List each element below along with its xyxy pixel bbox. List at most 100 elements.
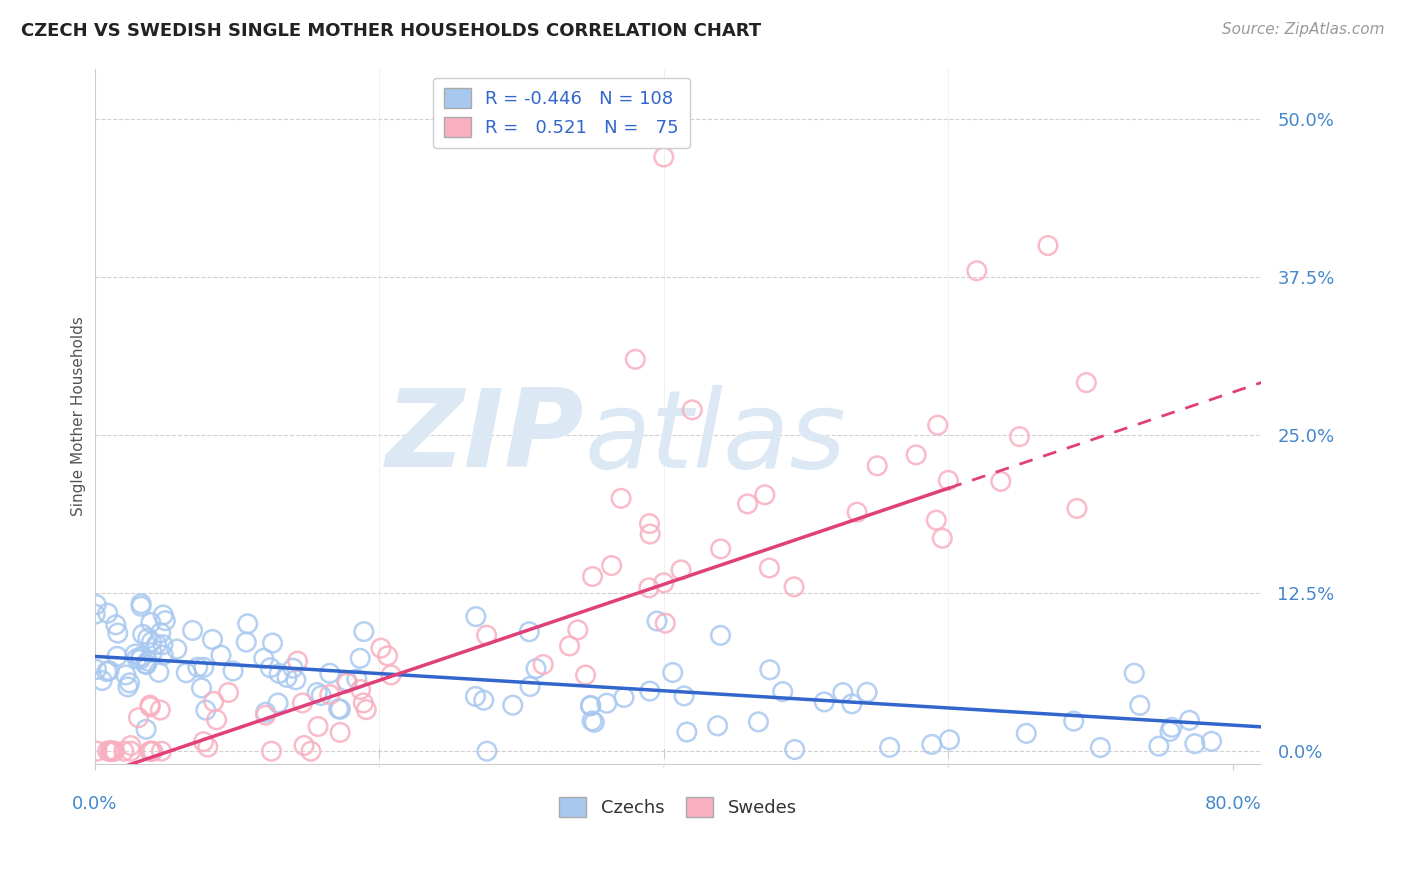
Point bbox=[292, 739, 315, 753]
Point bbox=[193, 660, 215, 674]
Point bbox=[187, 660, 209, 674]
Point bbox=[86, 598, 108, 612]
Point bbox=[613, 690, 636, 705]
Point bbox=[105, 649, 128, 664]
Point bbox=[139, 744, 162, 758]
Point bbox=[149, 703, 172, 717]
Point bbox=[101, 744, 124, 758]
Point bbox=[136, 654, 159, 668]
Point bbox=[353, 624, 375, 639]
Point bbox=[336, 676, 359, 690]
Point bbox=[202, 694, 225, 708]
Point bbox=[673, 689, 696, 703]
Point bbox=[349, 651, 371, 665]
Point bbox=[1015, 726, 1038, 740]
Point bbox=[737, 497, 759, 511]
Point bbox=[931, 531, 953, 545]
Point bbox=[120, 744, 142, 758]
Point bbox=[112, 744, 135, 758]
Point bbox=[148, 665, 170, 680]
Point bbox=[524, 662, 547, 676]
Point bbox=[139, 615, 162, 630]
Point bbox=[260, 744, 283, 758]
Point bbox=[1090, 740, 1112, 755]
Point bbox=[1160, 720, 1182, 734]
Point bbox=[575, 668, 598, 682]
Point bbox=[927, 418, 949, 433]
Point bbox=[254, 706, 277, 720]
Point bbox=[669, 563, 692, 577]
Point bbox=[307, 685, 329, 699]
Point bbox=[236, 616, 259, 631]
Text: CZECH VS SWEDISH SINGLE MOTHER HOUSEHOLDS CORRELATION CHART: CZECH VS SWEDISH SINGLE MOTHER HOUSEHOLD… bbox=[21, 22, 761, 40]
Point bbox=[502, 698, 524, 713]
Point bbox=[129, 599, 152, 614]
Point bbox=[100, 744, 122, 758]
Point bbox=[1129, 698, 1152, 713]
Point bbox=[531, 657, 554, 672]
Point bbox=[681, 402, 703, 417]
Point bbox=[831, 685, 853, 699]
Point bbox=[349, 682, 371, 697]
Point bbox=[166, 642, 188, 657]
Point bbox=[581, 714, 603, 728]
Point bbox=[517, 624, 540, 639]
Point bbox=[276, 670, 298, 684]
Point bbox=[141, 634, 163, 648]
Point bbox=[879, 740, 901, 755]
Point bbox=[103, 744, 125, 758]
Point bbox=[86, 662, 108, 676]
Point bbox=[127, 711, 149, 725]
Point bbox=[152, 648, 174, 662]
Point bbox=[253, 651, 276, 665]
Point bbox=[1066, 501, 1088, 516]
Point bbox=[596, 696, 619, 710]
Point bbox=[652, 150, 675, 164]
Point bbox=[118, 676, 141, 690]
Point bbox=[84, 607, 107, 622]
Point bbox=[222, 664, 245, 678]
Point bbox=[328, 702, 350, 716]
Point bbox=[346, 672, 368, 686]
Point bbox=[139, 698, 162, 713]
Point bbox=[846, 505, 869, 519]
Point bbox=[1178, 714, 1201, 728]
Point bbox=[1201, 734, 1223, 748]
Point bbox=[377, 648, 399, 663]
Point bbox=[97, 606, 120, 620]
Point bbox=[284, 673, 307, 687]
Point bbox=[197, 740, 219, 755]
Text: 80.0%: 80.0% bbox=[1205, 796, 1261, 814]
Point bbox=[98, 664, 121, 678]
Point bbox=[1076, 376, 1098, 390]
Point bbox=[866, 458, 889, 473]
Point bbox=[1123, 666, 1146, 681]
Point bbox=[558, 639, 581, 653]
Point bbox=[299, 744, 322, 758]
Point bbox=[783, 580, 806, 594]
Point bbox=[319, 666, 342, 681]
Point bbox=[132, 627, 155, 641]
Point bbox=[676, 725, 699, 739]
Point bbox=[117, 680, 139, 694]
Point bbox=[235, 635, 257, 649]
Point bbox=[938, 473, 960, 487]
Point bbox=[269, 666, 291, 681]
Point bbox=[104, 617, 127, 632]
Point bbox=[141, 646, 163, 660]
Point bbox=[638, 527, 661, 541]
Point bbox=[654, 616, 676, 631]
Point bbox=[610, 491, 633, 506]
Point bbox=[1036, 238, 1059, 252]
Point bbox=[174, 665, 197, 680]
Point bbox=[754, 488, 776, 502]
Point bbox=[98, 744, 121, 758]
Text: Source: ZipAtlas.com: Source: ZipAtlas.com bbox=[1222, 22, 1385, 37]
Point bbox=[91, 673, 114, 688]
Point bbox=[472, 693, 495, 707]
Point bbox=[155, 614, 177, 628]
Point bbox=[152, 607, 174, 622]
Point bbox=[709, 628, 731, 642]
Point bbox=[783, 742, 806, 756]
Point bbox=[1063, 714, 1085, 728]
